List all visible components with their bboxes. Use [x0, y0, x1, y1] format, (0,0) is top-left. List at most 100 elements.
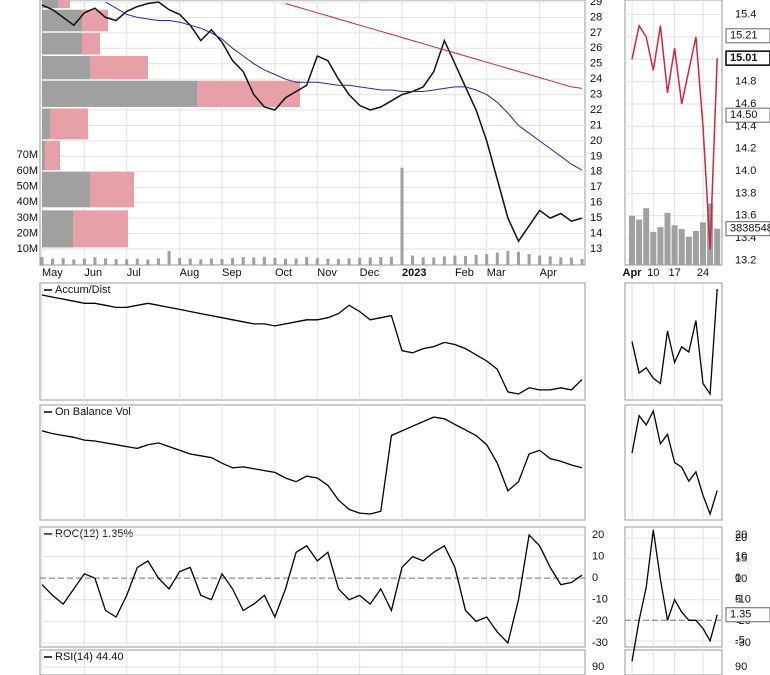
y-tick-label: 10 [592, 550, 604, 562]
y-tick-label: 0 [592, 572, 598, 584]
volume-by-price-down [73, 210, 128, 248]
volume-bar [580, 258, 584, 265]
x-tick-label: Oct [275, 267, 292, 279]
volume-bar [156, 258, 160, 265]
mini-y-tick-label: -5 [735, 635, 745, 647]
volume-bar [125, 259, 129, 265]
y-tick-label: -10 [592, 594, 608, 606]
panel-frame [39, 282, 586, 401]
volume-by-price-down [197, 80, 300, 107]
panel-title: RSI(14) 44.40 [55, 651, 123, 663]
volume-bar [442, 256, 446, 265]
volume-by-price-down [82, 32, 100, 55]
volume-by-price-up [42, 210, 73, 248]
mini-y-tick-label: 15.4 [735, 8, 756, 20]
volume-bar [506, 250, 510, 265]
volume-bar [495, 252, 499, 265]
mini-panel-frame [624, 526, 723, 648]
y-tick-label: 22 [590, 104, 602, 116]
price-line [41, 1, 583, 243]
volume-by-price-up [42, 9, 82, 32]
mini-y-tick-label: 15 [735, 553, 747, 565]
volume-bar [40, 257, 44, 265]
mini-y-tick-label: 13.8 [735, 187, 756, 199]
y-tick-label: 27 [590, 27, 602, 39]
mini-volume-bar [636, 219, 643, 265]
panel-frame [39, 0, 586, 266]
mini-y-tick-label: 20 [735, 529, 747, 541]
mini-y-tick-label: 20 [735, 532, 747, 544]
volume-bar [146, 259, 150, 265]
volume-bar [336, 259, 340, 265]
y-tick-label: 20 [590, 135, 602, 147]
mini-y-tick-label: -10 [735, 594, 751, 606]
y-tick-label: 17 [590, 181, 602, 193]
volume-tick-label: 60M [17, 165, 38, 177]
indicator-line [41, 416, 583, 515]
volume-bar [411, 255, 415, 265]
volume-tick-label: 30M [17, 212, 38, 224]
volume-bar [241, 257, 245, 265]
mini-volume-bar [629, 215, 635, 265]
mini-y-tick-label: 14.0 [735, 165, 756, 177]
volume-bar [368, 257, 372, 265]
mini-indicator-line [631, 288, 718, 396]
mini-y-tick-label: -30 [735, 637, 751, 649]
mini-volume-bar [650, 231, 657, 265]
y-tick-label: 28 [590, 11, 602, 23]
volume-by-price-up [42, 80, 197, 107]
x-tick-label: May [42, 267, 63, 279]
value-box [725, 607, 770, 623]
volume-bar [262, 256, 266, 265]
volume-bar [167, 250, 171, 265]
volume-bar [199, 259, 203, 265]
volume-bar [305, 257, 309, 265]
value-box-label: 15.21 [730, 30, 758, 42]
y-tick-label: 90 [592, 661, 604, 673]
volume-bar [326, 258, 330, 265]
panel-title: On Balance Vol [55, 406, 131, 418]
volume-bar [453, 255, 457, 265]
volume-by-price-down [58, 0, 70, 9]
mini-y-tick-label: 14.4 [735, 120, 756, 132]
value-box [725, 50, 770, 66]
x-tick-label: Aug [180, 267, 200, 279]
volume-bar [527, 254, 531, 265]
mini-y-tick-label: 0 [735, 572, 741, 584]
mini-volume-bar [657, 227, 664, 265]
mini-x-tick-label: 24 [697, 267, 709, 279]
indicator-line [41, 533, 583, 645]
y-tick-label: 25 [590, 58, 602, 70]
volume-by-price-down [82, 9, 108, 32]
value-box-label: 14.50 [730, 109, 758, 121]
volume-by-price-up [42, 32, 82, 55]
value-box [725, 28, 770, 44]
volume-tick-label: 70M [17, 149, 38, 161]
volume-bar [61, 257, 65, 265]
volume-bar [516, 251, 520, 265]
y-tick-label: 13 [590, 243, 602, 255]
volume-bar [114, 259, 118, 265]
volume-bar [474, 254, 478, 265]
volume-by-price-up [42, 0, 58, 9]
y-tick-label: 24 [590, 73, 602, 85]
volume-bar [209, 258, 213, 265]
mini-x-tick-label: Apr [623, 267, 643, 279]
volume-tick-label: 40M [17, 196, 38, 208]
y-tick-label: 23 [590, 89, 602, 101]
mini-price-line [631, 23, 718, 250]
volume-bar [315, 258, 319, 265]
mini-y-tick-label: 10 [735, 573, 747, 585]
value-box-label: 15.01 [730, 52, 758, 64]
volume-bar [51, 258, 55, 265]
volume-bar [220, 259, 224, 265]
y-tick-label: -30 [592, 637, 608, 649]
volume-by-price-up [42, 171, 90, 208]
panel-frame [39, 649, 586, 675]
panel-frame [39, 526, 586, 648]
y-tick-label: 18 [590, 166, 602, 178]
value-box [725, 221, 770, 237]
x-tick-label: Mar [487, 267, 506, 279]
